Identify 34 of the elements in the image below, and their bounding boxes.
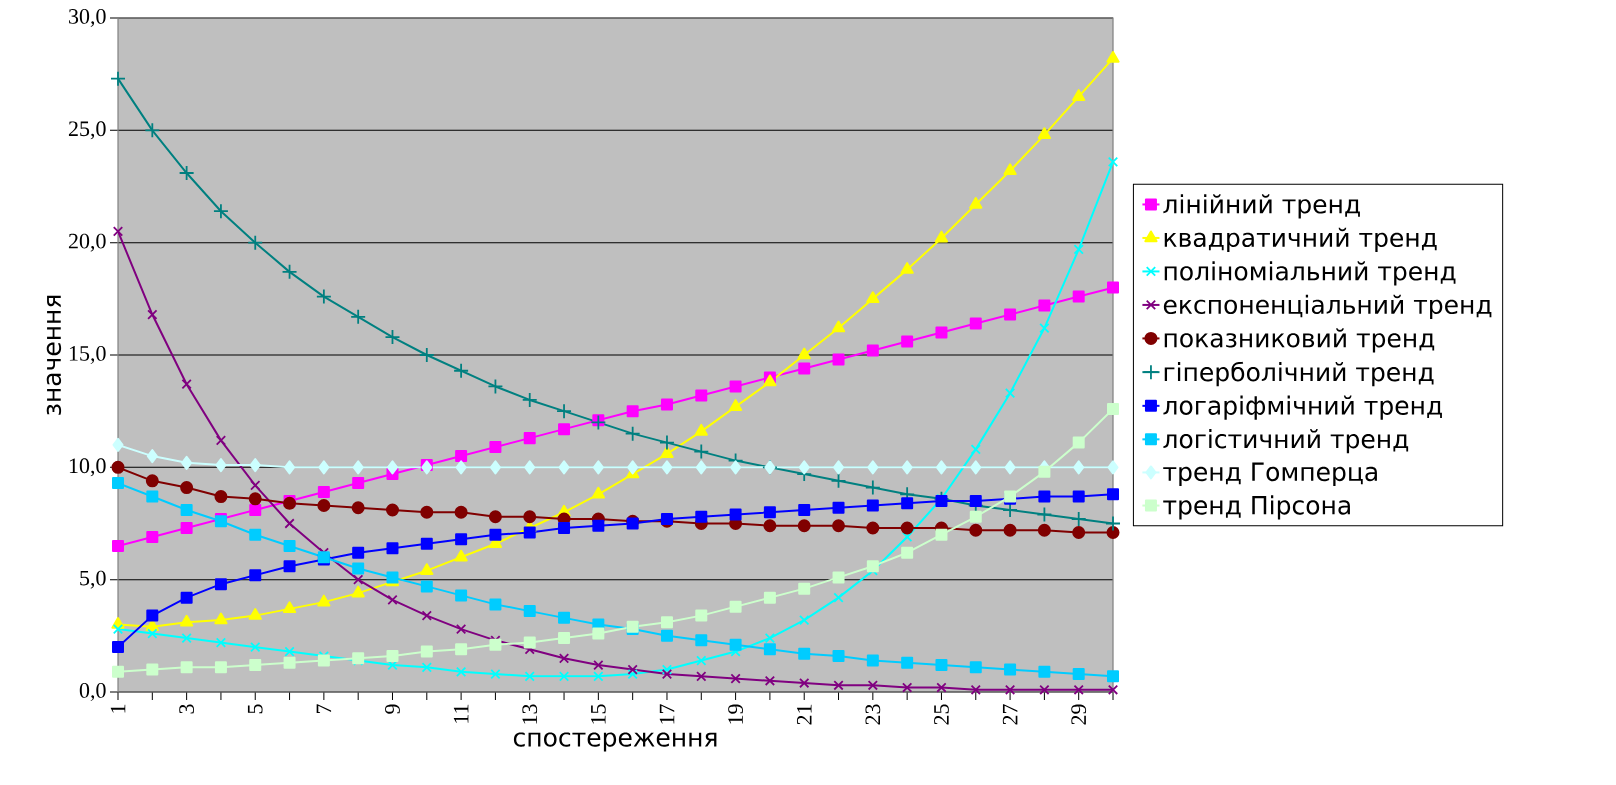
x-tick-label: 5 [247,704,263,714]
legend-label: гіперболічний тренд [1164,361,1434,387]
x-tick-label: 1 [110,704,126,713]
x-tick-label: 13 [522,704,538,724]
legend-label: логаріфмічний тренд [1163,395,1442,420]
y-tick-label: 15,0 [69,345,106,365]
x-tick-label: 7 [316,704,332,714]
legend-label: показниковий тренд [1164,328,1435,353]
y-tick-label: 5,0 [80,570,106,589]
x-tick-label: 27 [1002,704,1018,725]
x-tick-label: 3 [179,704,195,714]
legend-label: лінійний тренд [1163,194,1360,219]
x-tick-label: 25 [934,704,949,725]
x-tick-label: 19 [728,704,743,724]
x-tick-label: 29 [1071,704,1087,725]
y-axis-title: значення [46,295,62,415]
legend-label: експоненціальний тренд [1163,294,1492,319]
x-tick-label: 9 [385,704,400,714]
y-tick-label: 25,0 [68,121,106,140]
x-tick-label: 23 [865,704,881,725]
x-tick-label: 21 [796,704,812,725]
x-axis-title: спостереження [513,732,717,752]
y-tick-label: 0,0 [79,682,106,702]
x-tick-label: 11 [453,704,469,723]
y-tick-label: 10,0 [69,458,106,477]
legend-label: тренд Гомперца [1163,462,1377,487]
legend-label: логістичний тренд [1163,429,1409,454]
x-tick-label: 17 [659,704,675,724]
x-tick-label: 15 [590,704,606,724]
y-tick-label: 30,0 [69,8,106,28]
y-tick-label: 20,0 [68,233,106,252]
legend-label: квадратичний тренд [1164,227,1437,252]
legend-label: поліноміальний тренд [1164,261,1456,286]
legend-label: тренд Пірсона [1163,495,1350,520]
